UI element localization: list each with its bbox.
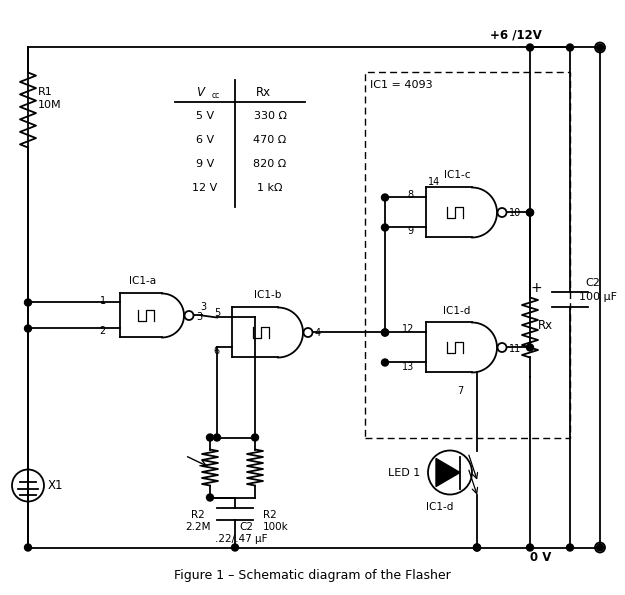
Circle shape [251, 434, 259, 441]
Circle shape [206, 434, 214, 441]
Text: R2: R2 [263, 511, 277, 521]
Text: Rx: Rx [538, 319, 553, 332]
Circle shape [24, 299, 31, 306]
Circle shape [526, 44, 534, 51]
Text: 470 Ω: 470 Ω [253, 136, 287, 146]
Text: LED 1: LED 1 [388, 468, 420, 478]
Text: Figure 1 – Schematic diagram of the Flasher: Figure 1 – Schematic diagram of the Flas… [174, 569, 451, 583]
Text: 330 Ω: 330 Ω [254, 111, 286, 121]
Circle shape [381, 194, 389, 201]
Text: 6: 6 [214, 346, 220, 356]
Circle shape [526, 209, 534, 216]
Text: IC1-b: IC1-b [254, 290, 282, 300]
Text: C2: C2 [239, 522, 253, 533]
Text: .22/.47 μF: .22/.47 μF [215, 534, 268, 544]
Text: R1: R1 [38, 87, 52, 98]
Text: 0 V: 0 V [530, 551, 551, 564]
Text: cc: cc [212, 91, 220, 100]
Text: IC1 = 4093: IC1 = 4093 [370, 80, 432, 90]
Text: +6 /12V: +6 /12V [490, 29, 542, 42]
Text: 5 V: 5 V [196, 111, 214, 121]
Text: R2: R2 [191, 511, 205, 521]
Circle shape [566, 544, 574, 551]
Text: 14: 14 [428, 177, 440, 187]
Text: 9: 9 [408, 227, 414, 236]
Text: IC1-c: IC1-c [444, 171, 470, 180]
Text: 100 μF: 100 μF [579, 293, 617, 302]
Text: 820 Ω: 820 Ω [253, 159, 287, 170]
Circle shape [381, 329, 389, 336]
Text: 1 kΩ: 1 kΩ [258, 183, 282, 193]
Polygon shape [436, 459, 460, 487]
Text: 4: 4 [315, 328, 321, 339]
Text: 3: 3 [196, 312, 202, 321]
Circle shape [526, 544, 534, 551]
Text: 6 V: 6 V [196, 136, 214, 146]
Text: 12: 12 [402, 324, 414, 334]
Text: 2: 2 [100, 325, 106, 336]
Text: 9 V: 9 V [196, 159, 214, 170]
Circle shape [474, 544, 481, 551]
Text: 8: 8 [408, 189, 414, 199]
Text: 13: 13 [402, 362, 414, 371]
Circle shape [24, 544, 31, 551]
Text: IC1-d: IC1-d [443, 305, 471, 315]
Circle shape [596, 44, 604, 51]
Text: 12 V: 12 V [192, 183, 218, 193]
Text: 3: 3 [200, 302, 206, 312]
Text: 100k: 100k [263, 521, 289, 531]
Text: 10M: 10M [38, 101, 62, 111]
Text: +: + [531, 280, 542, 295]
Circle shape [231, 544, 239, 551]
Text: X1: X1 [48, 479, 64, 492]
Circle shape [526, 209, 534, 216]
Text: 1: 1 [100, 296, 106, 305]
Circle shape [206, 494, 214, 501]
Circle shape [214, 434, 221, 441]
Circle shape [526, 344, 534, 351]
Circle shape [596, 544, 604, 551]
Text: 10: 10 [509, 208, 521, 218]
Circle shape [381, 359, 389, 366]
Circle shape [474, 544, 481, 551]
Text: IC1-d: IC1-d [426, 503, 454, 512]
Text: IC1-a: IC1-a [129, 277, 156, 287]
Text: V: V [196, 86, 204, 99]
Text: Rx: Rx [256, 86, 271, 99]
Circle shape [566, 44, 574, 51]
Text: 5: 5 [214, 308, 220, 318]
Circle shape [381, 329, 389, 336]
Circle shape [24, 325, 31, 332]
Text: 11: 11 [509, 343, 521, 353]
Text: 7: 7 [457, 386, 463, 396]
Text: 2.2M: 2.2M [185, 521, 211, 531]
Circle shape [381, 224, 389, 231]
Text: C2: C2 [585, 277, 600, 287]
